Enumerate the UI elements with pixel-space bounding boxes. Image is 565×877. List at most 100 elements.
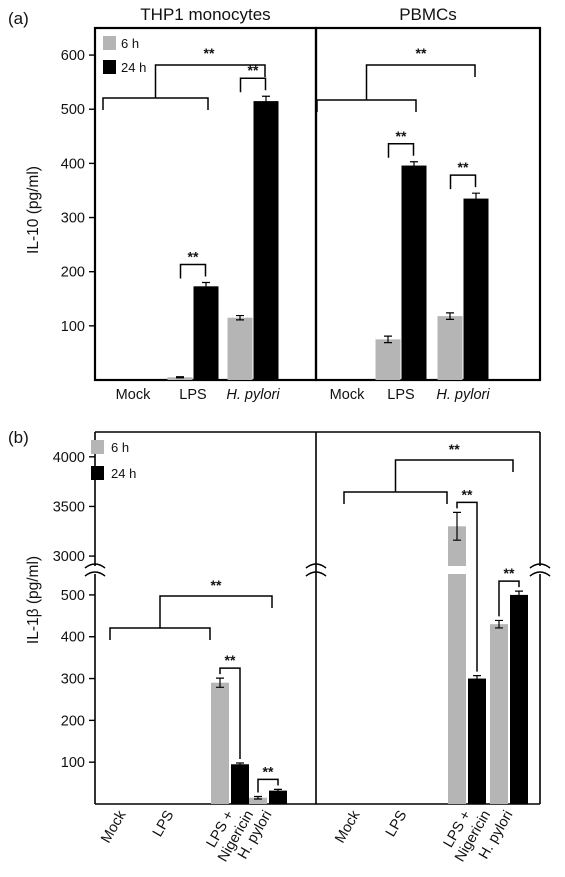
error-bar (472, 192, 480, 205)
legend-swatch-6h (91, 440, 104, 454)
legend-label-6h: 6 h (121, 36, 139, 51)
bar (167, 377, 193, 380)
significance-bracket (449, 174, 477, 190)
significance-stars: ** (504, 565, 515, 581)
y-tick-label: 500 (61, 588, 85, 604)
plot-frame-right (314, 26, 542, 382)
significance-stars: ** (225, 652, 236, 668)
subplot-title: PBMCs (399, 5, 457, 24)
error-bar (473, 675, 481, 683)
y-tick-label: 200 (61, 713, 85, 729)
significance-bracket (239, 77, 267, 93)
significance-stars: ** (449, 441, 460, 457)
y-tick-label: 400 (61, 630, 85, 646)
axis-break-mark (84, 571, 106, 577)
legend-label-24h: 24 h (121, 60, 146, 75)
x-tick-label: H. pylori (436, 387, 490, 403)
significance-bracket (498, 580, 520, 617)
x-tick-label: LPS (387, 387, 414, 403)
axis-break-mark (305, 563, 327, 569)
y-tick-label: 300 (61, 672, 85, 688)
axis-break-mark (305, 571, 327, 577)
bar (227, 317, 253, 380)
error-bar (236, 762, 244, 767)
significance-stars: ** (462, 486, 473, 502)
bar-upper (448, 526, 466, 566)
bar (249, 797, 267, 804)
bar (231, 764, 249, 804)
axis-break-mark (529, 571, 551, 577)
significance-stars: ** (204, 45, 215, 61)
error-bar (453, 511, 461, 541)
error-bar (202, 281, 210, 291)
significance-stars: ** (458, 159, 469, 175)
legend-swatch-24h (91, 466, 104, 480)
bar (401, 165, 427, 380)
y-axis-label: IL-1β (pg/ml) (25, 556, 42, 644)
error-bar (236, 314, 244, 321)
error-bar (515, 590, 523, 600)
bar (490, 624, 508, 804)
axis-break-mark (529, 563, 551, 569)
error-bar (495, 619, 503, 629)
significance-stars: ** (416, 45, 427, 61)
x-tick-label: LPS (150, 808, 178, 840)
panel-letter: (a) (8, 9, 29, 28)
subplot-title: THP1 monocytes (140, 5, 270, 24)
x-tick-label: LPS (383, 808, 411, 840)
significance-bracket (456, 501, 478, 672)
error-bar (176, 376, 184, 379)
bar-lower (448, 574, 466, 804)
x-tick-label: Mock (116, 387, 151, 403)
bar (211, 682, 229, 804)
significance-stars: ** (248, 62, 259, 78)
bar (269, 790, 287, 804)
bar (375, 339, 401, 380)
significance-stars: ** (396, 128, 407, 144)
x-tick-label: Mock (98, 807, 130, 846)
y-tick-label: 3500 (53, 499, 85, 515)
y-tick-label: 300 (61, 211, 85, 227)
panel-letter: (b) (8, 428, 29, 447)
significance-bracket-group (102, 64, 266, 110)
y-axis-label: IL-10 (pg/ml) (25, 166, 42, 254)
x-tick-label: Mock (330, 387, 365, 403)
x-tick-label: Mock (332, 807, 364, 846)
significance-bracket-group (343, 459, 514, 504)
significance-bracket (179, 263, 207, 279)
bar (193, 286, 219, 380)
significance-bracket-group (316, 64, 476, 112)
y-tick-label: 500 (61, 102, 85, 118)
error-bar (446, 312, 454, 320)
error-bar (410, 161, 418, 170)
bar (437, 316, 463, 380)
y-tick-label: 200 (61, 265, 85, 281)
error-bar (384, 335, 392, 344)
error-bar (262, 95, 270, 107)
y-tick-label: 600 (61, 48, 85, 64)
significance-stars: ** (263, 763, 274, 779)
x-tick-label: H. pylori (226, 387, 280, 403)
legend-label-24h: 24 h (111, 466, 136, 481)
error-bar (216, 677, 224, 688)
y-tick-label: 100 (61, 755, 85, 771)
y-tick-label: 4000 (53, 450, 85, 466)
significance-bracket (219, 667, 241, 760)
axis-break-mark (84, 563, 106, 569)
legend-label-6h: 6 h (111, 440, 129, 455)
significance-bracket (257, 778, 279, 793)
legend-swatch-24h (103, 60, 116, 74)
legend-swatch-6h (103, 36, 116, 50)
significance-bracket (387, 143, 415, 158)
y-tick-label: 100 (61, 319, 85, 335)
y-tick-label: 3000 (53, 549, 85, 565)
bar (463, 198, 489, 380)
y-tick-label: 400 (61, 156, 85, 172)
error-bar (254, 795, 262, 800)
bar (253, 101, 279, 380)
bar (468, 678, 486, 804)
significance-stars: ** (188, 249, 199, 265)
error-bar (274, 788, 282, 793)
x-tick-label: LPS (179, 387, 206, 403)
